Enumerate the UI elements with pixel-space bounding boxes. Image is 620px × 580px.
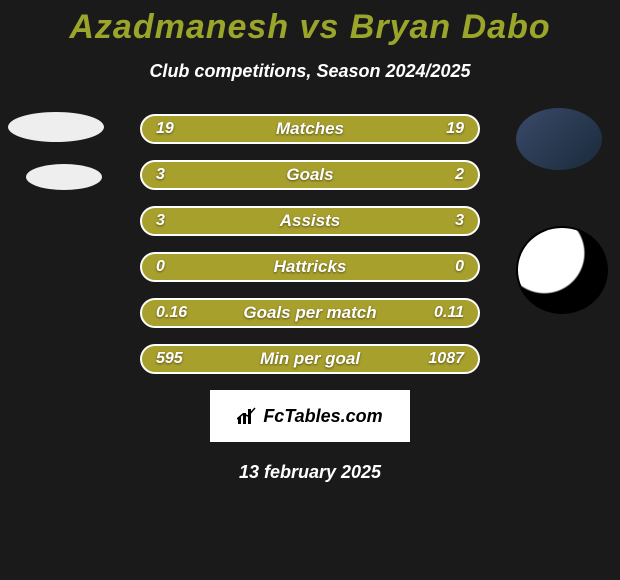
chart-bars-icon: [237, 407, 257, 425]
left-avatars: [8, 112, 104, 190]
brand-label: FcTables.com: [263, 406, 382, 427]
stat-row: 0.16Goals per match0.11: [140, 298, 480, 328]
comparison-card: Azadmanesh vs Bryan Dabo Club competitio…: [0, 0, 620, 580]
player2-avatar: [516, 108, 602, 170]
stat-bar: 3Assists3: [140, 206, 480, 236]
stat-label: Assists: [142, 211, 478, 231]
stat-bar: 595Min per goal1087: [140, 344, 480, 374]
stat-row: 0Hattricks0: [140, 252, 480, 282]
brand-badge[interactable]: FcTables.com: [210, 390, 410, 442]
right-avatars: [516, 108, 608, 314]
stat-row: 3Assists3: [140, 206, 480, 236]
stat-label: Matches: [142, 119, 478, 139]
stat-label: Goals per match: [142, 303, 478, 323]
page-title: Azadmanesh vs Bryan Dabo: [0, 8, 620, 47]
subtitle: Club competitions, Season 2024/2025: [0, 61, 620, 82]
date-label: 13 february 2025: [0, 462, 620, 483]
stat-bar: 0Hattricks0: [140, 252, 480, 282]
stat-row: 595Min per goal1087: [140, 344, 480, 374]
stat-label: Hattricks: [142, 257, 478, 277]
stat-bar: 3Goals2: [140, 160, 480, 190]
stat-bar: 0.16Goals per match0.11: [140, 298, 480, 328]
player1-avatar: [8, 112, 104, 142]
stat-row: 19Matches19: [140, 114, 480, 144]
stat-label: Goals: [142, 165, 478, 185]
stat-label: Min per goal: [142, 349, 478, 369]
player2-club-logo: [516, 226, 608, 314]
stat-bar: 19Matches19: [140, 114, 480, 144]
player1-club-logo: [26, 164, 102, 190]
stats-container: 19Matches19 3Goals2 3Assists3 0Hattricks0 0.…: [0, 114, 620, 374]
stat-row: 3Goals2: [140, 160, 480, 190]
